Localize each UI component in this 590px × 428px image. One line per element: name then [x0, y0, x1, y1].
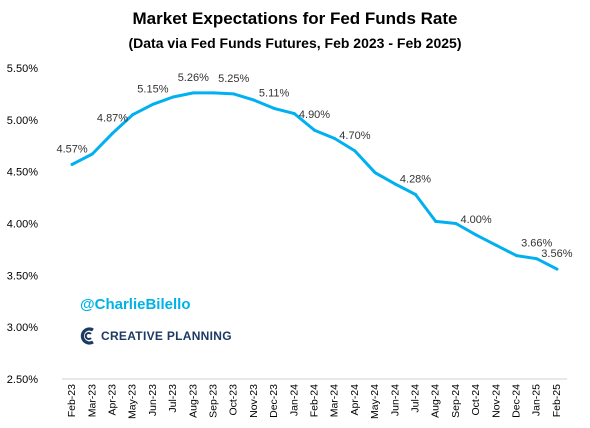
x-tick-label: Dec-23: [268, 384, 280, 418]
data-point: [131, 113, 135, 117]
y-tick-label: 5.50%: [7, 63, 38, 75]
data-point: [535, 257, 539, 261]
x-tick-label: Feb-24: [309, 384, 321, 417]
y-tick-label: 2.50%: [7, 374, 38, 386]
x-tick-label: Aug-23: [187, 384, 199, 418]
data-point: [414, 192, 417, 196]
x-tick-label: Aug-24: [430, 384, 442, 418]
x-tick-label: Jan-25: [531, 384, 543, 416]
data-label: 4.57%: [56, 143, 87, 155]
data-point: [454, 222, 458, 225]
data-label: 5.11%: [259, 87, 290, 99]
x-tick-label: Oct-24: [470, 384, 482, 416]
data-label: 5.15%: [137, 83, 168, 95]
data-point: [292, 112, 296, 116]
x-tick-label: Jun-23: [147, 384, 159, 416]
data-point: [474, 233, 478, 237]
data-point: [111, 131, 114, 135]
data-label: 4.70%: [339, 130, 370, 142]
x-tick-label: Nov-24: [490, 384, 502, 418]
y-tick-label: 5.00%: [7, 115, 38, 127]
data-label: 4.90%: [299, 109, 330, 121]
data-point: [151, 102, 155, 106]
x-tick-label: Jun-24: [389, 384, 401, 416]
x-tick-label: Feb-25: [551, 384, 563, 417]
y-tick-label: 4.00%: [7, 219, 38, 231]
data-point: [494, 243, 498, 247]
chart-title: Market Expectations for Fed Funds Rate: [132, 9, 458, 28]
x-tick-label: Nov-23: [248, 384, 260, 418]
creative-planning-logo: CREATIVE PLANNING: [80, 327, 232, 345]
logo-text: CREATIVE PLANNING: [101, 329, 232, 343]
data-point: [555, 267, 559, 271]
data-point: [333, 136, 337, 140]
twitter-handle: @CharlieBilello: [80, 296, 191, 313]
x-tick-label: Mar-24: [329, 384, 341, 417]
x-tick-label: Jan-24: [288, 384, 300, 416]
creative-planning-c-icon: [80, 327, 94, 345]
data-point: [70, 162, 74, 166]
y-tick-label: 4.50%: [7, 167, 38, 179]
data-point: [393, 182, 397, 186]
data-point: [212, 91, 215, 95]
y-tick-label: 3.00%: [7, 322, 38, 334]
x-tick-label: Sep-23: [208, 384, 220, 418]
data-point: [353, 149, 357, 153]
data-point: [232, 92, 236, 96]
data-label: 3.56%: [541, 248, 572, 260]
x-tick-label: Apr-23: [107, 384, 119, 416]
x-tick-label: May-23: [127, 384, 139, 419]
x-tick-label: May-24: [369, 384, 381, 419]
x-tick-label: Mar-23: [86, 384, 98, 417]
chart-subtitle: (Data via Fed Funds Futures, Feb 2023 - …: [128, 35, 462, 51]
data-point: [90, 152, 94, 156]
data-point: [373, 171, 377, 175]
data-point: [171, 95, 175, 99]
x-tick-label: Jul-24: [410, 384, 422, 413]
x-tick-label: Sep-24: [450, 384, 462, 418]
x-tick-label: Feb-23: [66, 384, 78, 417]
data-label: 5.25%: [218, 73, 249, 85]
y-tick-label: 3.50%: [7, 270, 38, 282]
data-label: 5.26%: [178, 72, 209, 84]
data-label: 4.00%: [460, 214, 491, 226]
data-point: [515, 254, 518, 258]
data-point: [434, 219, 438, 223]
data-label: 4.28%: [400, 173, 431, 185]
x-tick-label: Jul-23: [167, 384, 179, 413]
data-point: [313, 128, 316, 132]
x-tick-label: Oct-23: [228, 384, 240, 416]
data-point: [252, 98, 256, 102]
x-tick-label: Dec-24: [511, 384, 523, 418]
data-point: [191, 91, 195, 95]
x-tick-label: Apr-24: [349, 384, 361, 416]
data-point: [272, 106, 276, 110]
data-label: 3.66%: [521, 238, 552, 250]
data-label: 4.87%: [97, 112, 128, 124]
